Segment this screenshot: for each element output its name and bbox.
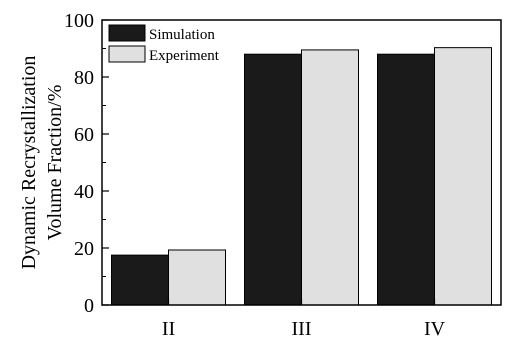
y-axis-title-line: Dynamic Recrystallization bbox=[18, 56, 40, 270]
y-tick-label: 100 bbox=[64, 10, 94, 32]
x-category-label: III bbox=[292, 318, 312, 340]
bar-simulation-II bbox=[111, 254, 169, 306]
bar-simulation-III bbox=[244, 53, 302, 306]
y-axis-title-line: Volume Fraction/% bbox=[44, 85, 66, 241]
y-tick-label: 40 bbox=[74, 181, 94, 203]
legend-swatch-experiment bbox=[108, 45, 146, 63]
bar-experiment-III bbox=[301, 49, 359, 306]
bar-experiment-II bbox=[168, 249, 226, 306]
y-axis-ticks: 0 20 40 60 80 100 bbox=[64, 10, 109, 317]
bars-group bbox=[111, 47, 492, 306]
legend-label-experiment: Experiment bbox=[149, 48, 220, 64]
x-category-label: IV bbox=[424, 318, 446, 340]
y-tick-label: 0 bbox=[84, 295, 94, 317]
legend-swatch-simulation bbox=[108, 24, 146, 42]
legend-label-simulation: Simulation bbox=[149, 27, 215, 43]
y-axis-title: Dynamic Recrystallization Volume Fraction… bbox=[18, 56, 66, 270]
legend: Simulation Experiment bbox=[108, 24, 220, 64]
y-tick-label: 20 bbox=[74, 238, 94, 260]
bar-experiment-IV bbox=[434, 47, 492, 306]
bar-simulation-IV bbox=[377, 53, 435, 306]
x-axis-categories: II III IV bbox=[162, 299, 446, 340]
y-tick-label: 80 bbox=[74, 67, 94, 89]
x-category-label: II bbox=[162, 318, 175, 340]
y-tick-label: 60 bbox=[74, 124, 94, 146]
